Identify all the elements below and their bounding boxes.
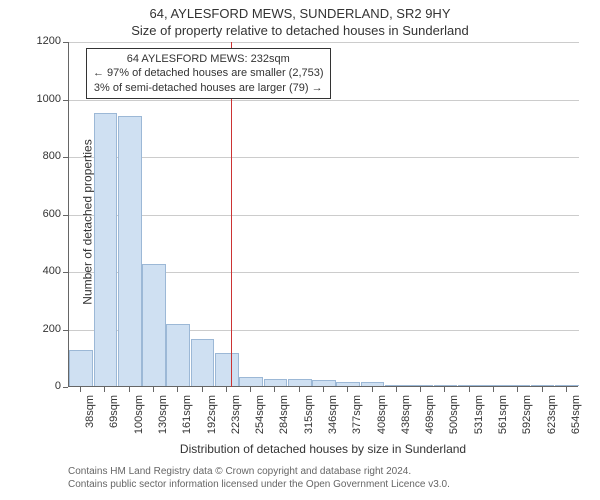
x-tick: [372, 387, 373, 392]
footer-line: Contains HM Land Registry data © Crown c…: [68, 465, 450, 478]
annotation-box: 64 AYLESFORD MEWS: 232sqm← 97% of detach…: [86, 48, 331, 99]
x-tick-label: 408sqm: [376, 395, 388, 445]
y-tick-label: 600: [23, 208, 61, 220]
y-tick-label: 200: [23, 323, 61, 335]
x-tick-label: 377sqm: [351, 395, 363, 445]
x-tick: [274, 387, 275, 392]
x-tick-label: 284sqm: [278, 395, 290, 445]
bar: [142, 264, 166, 386]
x-tick: [493, 387, 494, 392]
bar: [239, 377, 263, 386]
x-tick: [444, 387, 445, 392]
x-tick: [80, 387, 81, 392]
bar: [409, 385, 433, 386]
y-tick-label: 400: [23, 265, 61, 277]
bar: [94, 113, 118, 386]
annotation-line: 3% of semi-detached houses are larger (7…: [93, 81, 324, 95]
x-tick-label: 315sqm: [303, 395, 315, 445]
x-tick: [542, 387, 543, 392]
x-tick: [469, 387, 470, 392]
footer-line: Contains public sector information licen…: [68, 478, 450, 491]
x-tick-label: 38sqm: [84, 395, 96, 445]
x-tick-label: 561sqm: [497, 395, 509, 445]
y-tick: [63, 215, 68, 216]
chart-title: 64, AYLESFORD MEWS, SUNDERLAND, SR2 9HY: [0, 0, 600, 21]
y-tick: [63, 330, 68, 331]
annotation-line: ← 97% of detached houses are smaller (2,…: [93, 66, 324, 80]
x-tick-label: 223sqm: [230, 395, 242, 445]
y-tick-label: 0: [23, 380, 61, 392]
chart-footer: Contains HM Land Registry data © Crown c…: [68, 465, 450, 491]
bar: [336, 382, 360, 386]
x-tick-label: 654sqm: [570, 395, 582, 445]
bar: [288, 379, 312, 386]
bar: [482, 385, 506, 386]
x-tick: [250, 387, 251, 392]
y-tick: [63, 272, 68, 273]
x-tick-label: 592sqm: [521, 395, 533, 445]
bar: [166, 324, 190, 386]
y-tick: [63, 100, 68, 101]
grid-line: [69, 215, 579, 216]
x-tick-label: 500sqm: [448, 395, 460, 445]
bar: [191, 339, 215, 386]
y-tick-label: 800: [23, 150, 61, 162]
x-tick-label: 438sqm: [400, 395, 412, 445]
x-tick-label: 100sqm: [133, 395, 145, 445]
x-tick-label: 161sqm: [181, 395, 193, 445]
grid-line: [69, 100, 579, 101]
bar: [118, 116, 142, 386]
bar: [69, 350, 93, 386]
bar: [531, 385, 555, 386]
y-tick: [63, 387, 68, 388]
x-tick: [323, 387, 324, 392]
y-tick-label: 1000: [23, 93, 61, 105]
x-tick-label: 469sqm: [424, 395, 436, 445]
x-tick: [566, 387, 567, 392]
chart-subtitle: Size of property relative to detached ho…: [0, 23, 600, 38]
bar: [506, 385, 530, 386]
bar: [555, 385, 579, 386]
bar: [458, 385, 482, 386]
x-tick-label: 623sqm: [546, 395, 558, 445]
x-tick-label: 346sqm: [327, 395, 339, 445]
grid-line: [69, 42, 579, 43]
x-tick-label: 130sqm: [157, 395, 169, 445]
x-tick: [396, 387, 397, 392]
bar: [215, 353, 239, 386]
x-tick-label: 254sqm: [254, 395, 266, 445]
x-tick: [177, 387, 178, 392]
y-axis-label: Number of detached properties: [81, 139, 95, 304]
x-tick: [202, 387, 203, 392]
grid-line: [69, 157, 579, 158]
annotation-line: 64 AYLESFORD MEWS: 232sqm: [93, 52, 324, 66]
x-tick: [420, 387, 421, 392]
x-tick: [153, 387, 154, 392]
x-tick-label: 192sqm: [206, 395, 218, 445]
bar: [385, 385, 409, 386]
x-tick: [517, 387, 518, 392]
x-tick: [347, 387, 348, 392]
bar: [264, 379, 288, 386]
x-tick-label: 531sqm: [473, 395, 485, 445]
bar: [434, 385, 458, 386]
x-tick-label: 69sqm: [108, 395, 120, 445]
x-tick: [104, 387, 105, 392]
x-tick: [299, 387, 300, 392]
y-tick-label: 1200: [23, 35, 61, 47]
y-tick: [63, 42, 68, 43]
bar: [312, 380, 336, 386]
x-tick: [129, 387, 130, 392]
y-tick: [63, 157, 68, 158]
bar: [361, 382, 385, 386]
x-tick: [226, 387, 227, 392]
